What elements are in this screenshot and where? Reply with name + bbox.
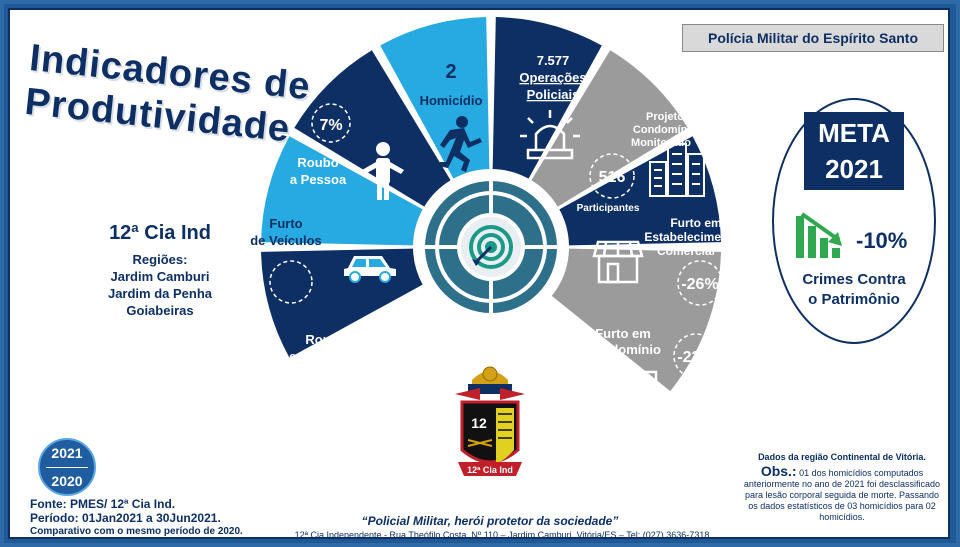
wedge-operacoes: [492, 17, 602, 179]
furto-veiculos-label2: de Veículos: [250, 233, 322, 248]
furto-veiculos-label1: Furto: [269, 216, 302, 231]
segment-homicidio: 2 Homicídio: [420, 61, 483, 172]
furto-veiculos-pct: -18%: [272, 275, 309, 292]
source-info: Fonte: PMES/ 12ª Cia Ind. Período: 01Jan…: [30, 497, 243, 537]
roubo-pessoa-label1: Roubo: [297, 155, 338, 170]
goal-panel: META 2021 -10% Crimes Contra o Patrimôni…: [772, 98, 936, 344]
year-previous: 2020: [51, 473, 83, 489]
running-person-icon: [438, 116, 482, 172]
person-shrug-icon: [362, 142, 404, 200]
siren-icon: [520, 110, 580, 160]
roubo-pessoa-pct: 7%: [319, 117, 342, 134]
obs-label: Obs.:: [760, 463, 797, 479]
furto-cond-label1: Furto em: [595, 326, 651, 341]
apartment-building-icon: [622, 370, 658, 418]
roubo-coletivo-pct: 15%: [312, 385, 344, 402]
cond-mon-label1: Projeto: [646, 111, 684, 123]
source-line: Fonte: PMES/ 12ª Cia Ind.: [30, 497, 176, 511]
goal-desc-line2: o Patrimônio: [808, 291, 900, 308]
homicidio-label: Homicídio: [420, 93, 483, 108]
obs-text-block: Obs.: 01 dos homicídios computados anter…: [742, 463, 942, 523]
car-icon: [344, 256, 396, 283]
wedge-furto-condominio: [551, 248, 721, 392]
unit-info: 12ª Cia Ind Regiões: Jardim Camburi Jard…: [50, 222, 270, 319]
wedge-condominio-monitorado: [531, 50, 688, 207]
furto-estab-label3: Comercial: [657, 244, 715, 258]
regions-label: Regiões:: [132, 252, 188, 267]
furto-estab-label2: Estabelecimento: [644, 230, 739, 244]
unit-name: 12ª Cia Ind: [109, 222, 211, 244]
cond-mon-label2: Condomínio: [633, 124, 697, 136]
comparison-line: Comparativo com o mesmo período de 2020.: [30, 526, 243, 537]
motto: “Policial Militar, herói protetor da soc…: [361, 514, 619, 528]
homicidio-value: 2: [445, 61, 456, 83]
emblem-text: 12ª Cia Ind: [467, 465, 513, 475]
declining-bar-chart-icon: [796, 212, 842, 258]
obs-text: 01 dos homicídios computados anteriormen…: [743, 468, 941, 522]
org-banner: Polícia Militar do Espírito Santo: [682, 24, 944, 52]
operacoes-label1: Operações: [519, 70, 586, 85]
person-shrug-icon: [369, 322, 411, 380]
region-3: Goiabeiras: [126, 303, 194, 318]
operacoes-value: 7.577: [537, 53, 570, 68]
segment-roubo-pessoa: 7% Roubo a Pessoa: [290, 103, 404, 200]
target-icon: [469, 225, 513, 269]
wedge-furto-veiculos: [261, 136, 423, 246]
furto-estab-pct: -26%: [681, 276, 718, 293]
segment-furto-veiculos: Furto de Veículos -18%: [250, 216, 396, 304]
years-divider: [46, 467, 88, 468]
infographic-card: Indicadores de Produtividade Polícia Mil…: [8, 8, 950, 539]
goal-title-box: META 2021: [804, 112, 904, 190]
roubo-pessoa-label2: a Pessoa: [290, 172, 347, 187]
observation: Dados da região Continental de Vitória. …: [742, 452, 942, 523]
segment-operacoes: 7.577 Operações Policiais: [519, 53, 587, 160]
region-2: Jardim da Penha: [107, 286, 213, 301]
goal-title: META: [818, 118, 890, 148]
wedge-roubo-pessoa: [294, 50, 451, 207]
cond-mon-label3: Monitorado: [631, 137, 691, 149]
store-icon: [592, 240, 644, 284]
cond-mon-sub: Participantes: [577, 203, 640, 214]
furto-cond-pct: -23%: [677, 349, 714, 366]
goal-percent: -10%: [856, 228, 908, 253]
years-badge: 2021 2020: [38, 438, 96, 496]
segment-furto-condominio: Furto em Condomínio -23%: [585, 326, 719, 418]
goal-description: Crimes Contra o Patrimônio: [774, 270, 934, 310]
buildings-icon: [649, 143, 705, 197]
furto-estab-label1: Furto em: [670, 216, 721, 230]
operacoes-label2: Policiais: [527, 87, 580, 102]
emblem-number: 12: [471, 415, 487, 431]
segment-furto-estab: Furto em Estabelecimento Comercial -26%: [592, 216, 740, 306]
cond-mon-value: 516: [599, 169, 626, 186]
roubo-coletivo-label1: Roubo: [305, 332, 346, 347]
goal-desc-line1: Crimes Contra: [802, 271, 906, 288]
indicator-fan: 7% Roubo a Pessoa Furto de Veículos -18%: [250, 17, 740, 476]
goal-year: 2021: [825, 154, 883, 184]
segment-roubo-coletivo: Roubo em Coletivo 15%: [289, 322, 411, 414]
segment-condominio-monitorado: Projeto Condomínio Monitorado 516 Partic…: [577, 111, 705, 214]
unit-emblem: 12 12ª Cia Ind: [455, 366, 525, 476]
period-line: Período: 01Jan2021 a 30Jun2021.: [30, 511, 221, 525]
data-region-note: Dados da região Continental de Vitória.: [758, 452, 926, 462]
address: 12ª Cia Independente - Rua Theófilo Cost…: [294, 530, 710, 539]
furto-cond-label2: Condomínio: [585, 342, 661, 357]
region-1: Jardim Camburi: [110, 269, 210, 284]
roubo-coletivo-label2: em Coletivo: [289, 349, 363, 364]
year-current: 2021: [51, 445, 83, 461]
